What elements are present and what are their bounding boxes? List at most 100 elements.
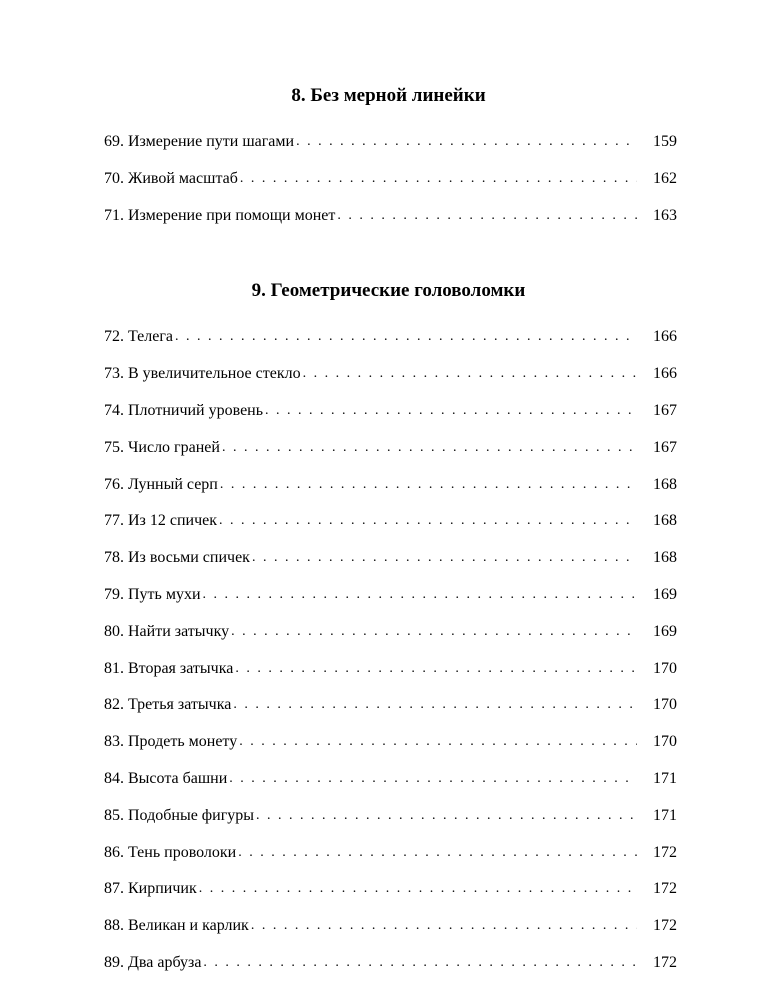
entry-number: 71. <box>100 206 128 225</box>
dot-leader <box>238 842 637 862</box>
dot-leader <box>229 768 637 788</box>
entry-number: 77. <box>100 511 128 530</box>
toc-row: 76.Лунный серп168 <box>100 475 677 495</box>
dot-leader <box>220 474 637 494</box>
dot-leader <box>235 658 637 678</box>
dot-leader <box>233 694 637 714</box>
entry-page: 172 <box>637 916 677 935</box>
toc-row: 82.Третья затычка 170 <box>100 695 677 715</box>
toc-row: 75.Число граней167 <box>100 438 677 458</box>
dot-leader <box>265 400 637 420</box>
dot-leader <box>219 510 637 530</box>
entry-page: 166 <box>637 364 677 383</box>
entry-title: Из восьми спичек <box>128 548 252 567</box>
entry-title: Тень проволоки <box>128 843 238 862</box>
entry-number: 70. <box>100 169 128 188</box>
entry-title: Измерение пути шагами <box>128 132 296 151</box>
entry-title: Найти затычку <box>128 622 231 641</box>
entry-page: 167 <box>637 438 677 457</box>
toc-section: 9. Геометрические головоломки 72.Телега 16… <box>100 280 677 972</box>
entry-page: 172 <box>637 879 677 898</box>
entry-number: 84. <box>100 769 128 788</box>
entry-page: 159 <box>637 132 677 151</box>
section-heading: 8. Без мерной линейки <box>100 85 677 107</box>
entry-page: 171 <box>637 806 677 825</box>
toc-row: 77.Из 12 спичек 168 <box>100 511 677 531</box>
toc-row: 71.Измерение при помощи монет163 <box>100 206 677 226</box>
toc-row: 69.Измерение пути шагами 159 <box>100 132 677 152</box>
dot-leader <box>256 805 637 825</box>
dot-leader <box>199 878 637 898</box>
entry-title: Число граней <box>128 438 222 457</box>
entry-number: 81. <box>100 659 128 678</box>
entry-page: 169 <box>637 622 677 641</box>
entry-number: 87. <box>100 879 128 898</box>
toc-row: 83.Продеть монету 170 <box>100 732 677 752</box>
entry-page: 162 <box>637 169 677 188</box>
entry-number: 74. <box>100 401 128 420</box>
dot-leader <box>231 621 637 641</box>
entry-title: Третья затычка <box>128 695 233 714</box>
entry-page: 170 <box>637 659 677 678</box>
entry-page: 168 <box>637 548 677 567</box>
toc-section: 8. Без мерной линейки 69.Измерение пути ш… <box>100 85 677 225</box>
entry-page: 168 <box>637 511 677 530</box>
toc-container: 8. Без мерной линейки 69.Измерение пути ш… <box>100 85 677 973</box>
entry-page: 170 <box>637 695 677 714</box>
entry-page: 169 <box>637 585 677 604</box>
entry-title: Продеть монету <box>128 732 239 751</box>
toc-row: 70.Живой масштаб 162 <box>100 169 677 189</box>
entry-page: 170 <box>637 732 677 751</box>
dot-leader <box>203 584 637 604</box>
entry-number: 69. <box>100 132 128 151</box>
entry-title: В увеличительное стекло <box>128 364 303 383</box>
toc-row: 85.Подобные фигуры171 <box>100 806 677 826</box>
entry-number: 72. <box>100 327 128 346</box>
entry-title: Живой масштаб <box>128 169 240 188</box>
entry-title: Из 12 спичек <box>128 511 219 530</box>
toc-row: 79.Путь мухи 169 <box>100 585 677 605</box>
toc-row: 88.Великан и карлик 172 <box>100 916 677 936</box>
entry-number: 82. <box>100 695 128 714</box>
entry-number: 78. <box>100 548 128 567</box>
entry-page: 166 <box>637 327 677 346</box>
entry-title: Высота башни <box>128 769 229 788</box>
entry-number: 80. <box>100 622 128 641</box>
entry-page: 172 <box>637 843 677 862</box>
entry-number: 88. <box>100 916 128 935</box>
dot-leader <box>303 363 637 383</box>
toc-row: 72.Телега 166 <box>100 327 677 347</box>
toc-row: 78.Из восьми спичек 168 <box>100 548 677 568</box>
dot-leader <box>252 547 637 567</box>
dot-leader <box>296 131 637 151</box>
toc-row: 74.Плотничий уровень 167 <box>100 401 677 421</box>
entry-title: Измерение при помощи монет <box>128 206 337 225</box>
entry-title: Плотничий уровень <box>128 401 265 420</box>
toc-row: 80.Найти затычку 169 <box>100 622 677 642</box>
toc-row: 73.В увеличительное стекло 166 <box>100 364 677 384</box>
toc-row: 87.Кирпичик 172 <box>100 879 677 899</box>
entry-title: Кирпичик <box>128 879 199 898</box>
entry-title: Путь мухи <box>128 585 203 604</box>
toc-row: 86.Тень проволоки 172 <box>100 843 677 863</box>
entry-title: Лунный серп <box>128 475 220 494</box>
dot-leader <box>251 915 637 935</box>
entry-number: 79. <box>100 585 128 604</box>
toc-row: 84.Высота башни171 <box>100 769 677 789</box>
entry-title: Подобные фигуры <box>128 806 256 825</box>
dot-leader <box>203 952 637 972</box>
dot-leader <box>239 731 637 751</box>
entry-title: Вторая затычка <box>128 659 235 678</box>
entry-number: 83. <box>100 732 128 751</box>
section-heading: 9. Геометрические головоломки <box>100 280 677 302</box>
entry-title: Телега <box>128 327 175 346</box>
toc-row: 89.Два арбуза172 <box>100 953 677 973</box>
dot-leader <box>222 437 637 457</box>
dot-leader <box>240 168 637 188</box>
entry-page: 167 <box>637 401 677 420</box>
entry-title: Два арбуза <box>128 953 203 972</box>
entry-title: Великан и карлик <box>128 916 251 935</box>
entry-number: 86. <box>100 843 128 862</box>
entry-number: 73. <box>100 364 128 383</box>
entry-page: 172 <box>637 953 677 972</box>
